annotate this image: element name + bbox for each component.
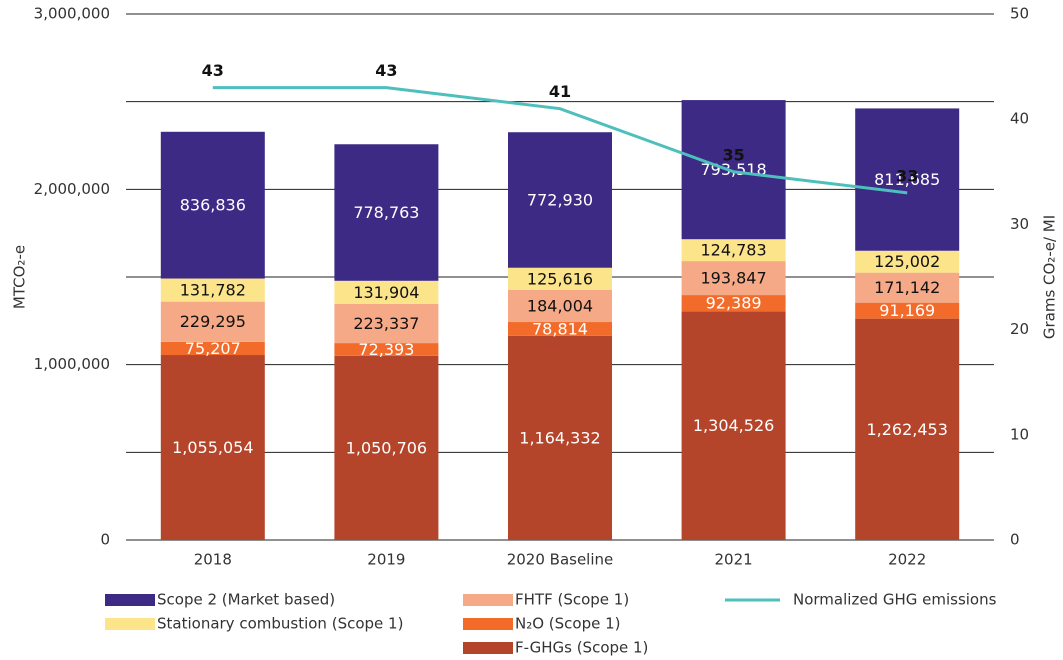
bar-segment (855, 318, 960, 540)
bar-segment (508, 132, 612, 268)
x-tick-label: 2022 (888, 551, 926, 569)
bar-segment (160, 341, 265, 356)
line-label: 33 (896, 166, 918, 185)
x-tick-label: 2018 (194, 551, 232, 569)
legend-label: F-GHGs (Scope 1) (515, 639, 648, 657)
bar-segment (681, 239, 786, 262)
bar-segment (334, 355, 439, 540)
x-tick-label: 2019 (367, 551, 405, 569)
line-label: 43 (375, 61, 397, 80)
line-label: 41 (549, 82, 571, 101)
data-label: 836,836 (180, 196, 246, 215)
data-label: 1,055,054 (172, 438, 253, 457)
data-label: 772,930 (527, 190, 593, 209)
data-label: 125,616 (527, 269, 593, 288)
data-label: 72,393 (358, 340, 414, 359)
legend-swatch (463, 642, 513, 654)
bar-segment (508, 267, 612, 290)
data-label: 131,904 (353, 283, 419, 302)
x-tick-label: 2021 (715, 551, 753, 569)
bar-segment (160, 301, 265, 342)
data-label: 778,763 (353, 203, 419, 222)
data-label: 1,164,332 (519, 428, 600, 447)
line-label: 43 (202, 61, 224, 80)
y-tick-label: 3,000,000 (34, 5, 110, 23)
data-label: 91,169 (879, 301, 935, 320)
data-label: 193,847 (701, 269, 767, 288)
y2-tick-label: 30 (1010, 215, 1029, 233)
bar-segment (334, 303, 439, 344)
data-label: 125,002 (874, 252, 940, 271)
y2-tick-label: 40 (1010, 110, 1029, 128)
line-label: 35 (722, 145, 744, 164)
legend-swatch (463, 594, 513, 606)
bar-segment (160, 278, 265, 302)
legend-label: Normalized GHG emissions (793, 591, 997, 609)
data-label: 1,262,453 (866, 420, 947, 439)
y2-tick-label: 50 (1010, 5, 1029, 23)
legend-swatch (463, 618, 513, 630)
data-label: 223,337 (353, 314, 419, 333)
bar-segment (334, 280, 439, 304)
data-label: 75,207 (185, 339, 241, 358)
legend-label: Stationary combustion (Scope 1) (157, 615, 403, 633)
y2-tick-label: 10 (1010, 425, 1029, 443)
data-label: 184,004 (527, 296, 593, 315)
bar-segment (160, 131, 265, 279)
y2-axis-title: Grams CO₂-e/ MI (1041, 215, 1059, 339)
data-label: 131,782 (180, 281, 246, 300)
bar-segment (855, 108, 960, 251)
legend-swatch (105, 594, 155, 606)
data-label: 1,050,706 (346, 438, 427, 457)
legend-label: N₂O (Scope 1) (515, 615, 621, 633)
data-label: 811,685 (874, 170, 940, 189)
bar-segment (681, 295, 786, 312)
bar-segment (855, 250, 960, 273)
bar-segment (334, 144, 439, 281)
data-label: 92,389 (706, 294, 762, 313)
y2-tick-label: 20 (1010, 320, 1029, 338)
bar-segment (681, 100, 786, 240)
y-axis-title: MTCO₂-e (11, 245, 29, 309)
y2-tick-label: 0 (1010, 531, 1020, 549)
legend-label: FHTF (Scope 1) (515, 591, 629, 609)
bar-segment (160, 355, 265, 540)
bar-segment (508, 335, 612, 540)
data-label: 124,783 (701, 241, 767, 260)
bar-segment (508, 322, 612, 336)
data-label: 171,142 (874, 278, 940, 297)
legend-label: Scope 2 (Market based) (157, 591, 335, 609)
legend-swatch (105, 618, 155, 630)
bar-segment (855, 302, 960, 319)
y-tick-label: 1,000,000 (34, 355, 110, 373)
x-tick-label: 2020 Baseline (507, 551, 614, 569)
bar-segment (508, 289, 612, 323)
y-tick-label: 0 (100, 531, 110, 549)
bar-segment (855, 272, 960, 303)
bar-segment (681, 311, 786, 540)
y-tick-label: 2,000,000 (34, 180, 110, 198)
data-label: 1,304,526 (693, 416, 774, 435)
data-label: 78,814 (532, 319, 588, 338)
bar-segment (334, 343, 439, 356)
line-series (212, 86, 908, 195)
bar-segment (681, 261, 786, 296)
data-label: 229,295 (180, 312, 246, 331)
